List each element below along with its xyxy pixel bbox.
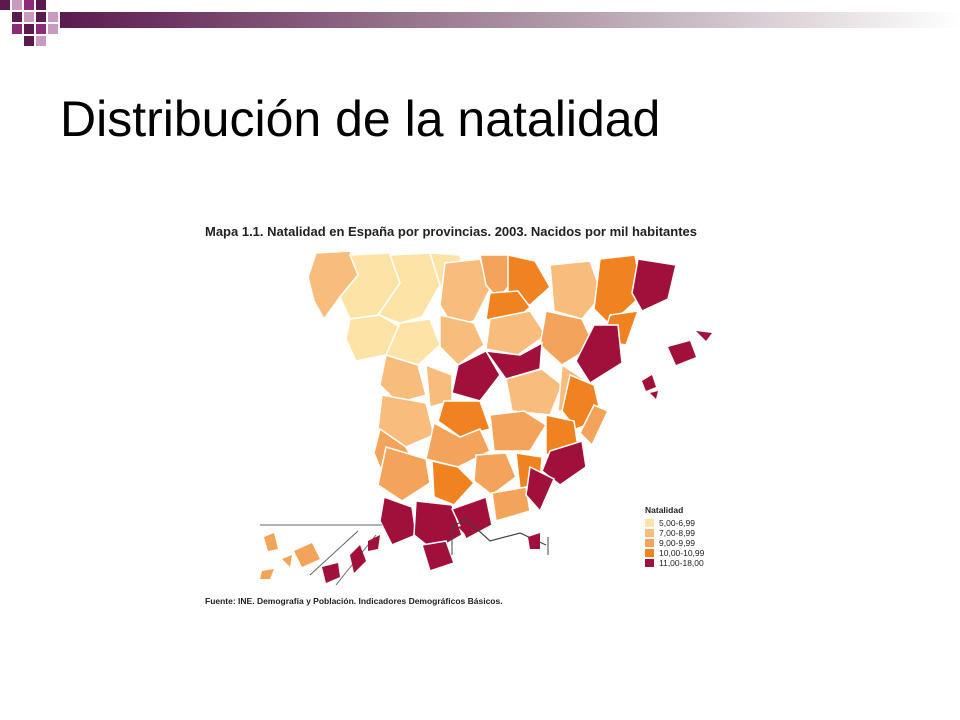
slide-title: Distribución de la natalidad [60,91,661,147]
legend-title: Natalidad [645,505,684,515]
legend-item: 5,00-6,99 [645,518,704,528]
legend-label: 7,00-8,99 [659,528,695,538]
legend-label: 10,00-10,99 [659,548,705,558]
map-legend: Natalidad 5,00-6,99 7,00-8,99 9,00-9,99 … [645,505,704,568]
legend-label: 11,00-18,00 [659,558,704,568]
legend-item: 9,00-9,99 [645,538,704,548]
decorative-header-bar [0,0,960,46]
map-source-note: Fuente: INE. Demografía y Población. Ind… [205,596,503,606]
spain-birth-rate-map [260,250,712,586]
legend-item: 10,00-10,99 [645,548,704,558]
legend-item: 7,00-8,99 [645,528,704,538]
legend-swatch [645,539,654,547]
legend-swatch [645,559,654,567]
map-caption: Mapa 1.1. Natalidad en España por provin… [205,224,697,239]
legend-swatch [645,519,654,527]
legend-label: 5,00-6,99 [659,518,695,528]
legend-item: 11,00-18,00 [645,558,704,568]
legend-label: 9,00-9,99 [659,538,695,548]
legend-swatch [645,549,654,557]
legend-swatch [645,529,654,537]
